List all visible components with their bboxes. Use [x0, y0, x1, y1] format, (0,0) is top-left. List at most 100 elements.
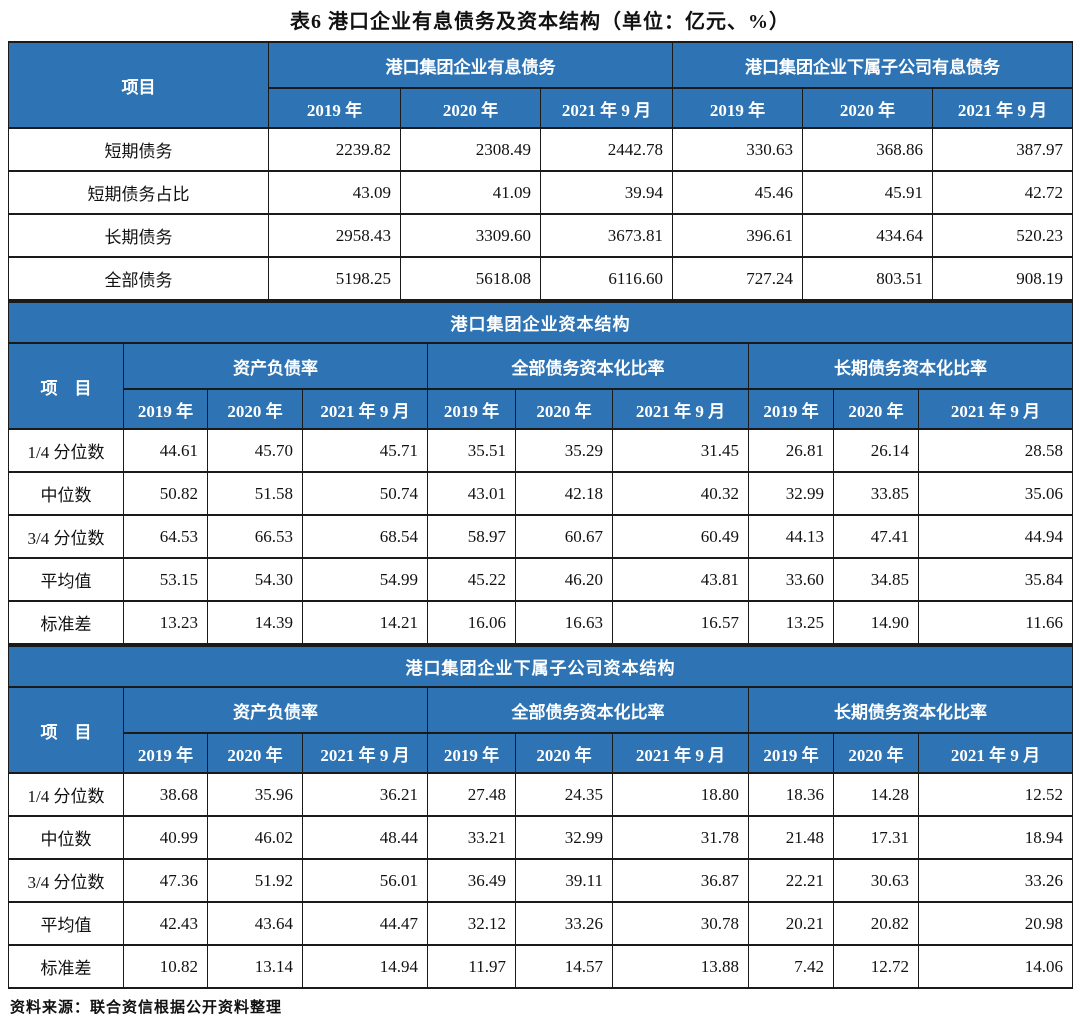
capital-structure-tables: 港口集团企业资本结构项 目资产负债率 全部债务资本化比率 长期债务资本化比率 2019… — [0, 301, 1080, 989]
value-cell: 54.30 — [207, 557, 303, 602]
value-cell: 51.92 — [207, 858, 303, 903]
value-cell: 2308.49 — [400, 127, 541, 172]
group-header-cell: 港口集团企业下属子公司有息债务 — [672, 41, 1074, 89]
value-cell: 16.06 — [427, 600, 516, 645]
value-cell: 10.82 — [123, 944, 208, 989]
value-cell: 60.67 — [515, 514, 613, 559]
value-cell: 30.78 — [612, 901, 749, 946]
value-cell: 21.48 — [748, 815, 834, 860]
value-cell: 35.51 — [427, 428, 516, 473]
value-cell: 43.81 — [612, 557, 749, 602]
value-cell: 48.44 — [302, 815, 428, 860]
table-row: 标准差 13.23 14.39 14.21 16.06 16.63 16.57 13.25 14… — [8, 600, 1074, 645]
value-cell: 5618.08 — [400, 256, 541, 301]
value-cell: 46.20 — [515, 557, 613, 602]
value-cell: 368.86 — [802, 127, 934, 172]
table-row: 1/4 分位数 38.68 35.96 36.21 27.48 24.35 18.80 18.… — [8, 772, 1074, 817]
value-cell: 16.57 — [612, 600, 749, 645]
year-header-cell: 2021 年 9 月 — [302, 388, 428, 430]
value-cell: 46.02 — [207, 815, 303, 860]
value-cell: 14.90 — [833, 600, 919, 645]
row-label: 全部债务 — [8, 256, 269, 301]
table-row: 全部债务 5198.25 5618.08 6116.60 727.24 803.51 908… — [8, 256, 1074, 301]
value-cell: 58.97 — [427, 514, 516, 559]
value-cell: 3309.60 — [400, 213, 541, 258]
value-cell: 45.22 — [427, 557, 516, 602]
value-cell: 2958.43 — [268, 213, 401, 258]
value-cell: 35.06 — [917, 471, 1074, 516]
year-header-cell: 2021 年 9 月 — [932, 87, 1074, 129]
year-header-cell: 2020 年 — [207, 732, 303, 774]
value-cell: 34.85 — [833, 557, 919, 602]
value-cell: 24.35 — [515, 772, 613, 817]
year-header-cell: 2019 年 — [427, 732, 516, 774]
group-header-cell: 资产负债率 — [123, 686, 428, 734]
value-cell: 803.51 — [802, 256, 934, 301]
row-label: 长期债务 — [8, 213, 269, 258]
row-label: 3/4 分位数 — [8, 858, 124, 903]
value-cell: 5198.25 — [268, 256, 401, 301]
group-header-cell: 全部债务资本化比率 — [427, 686, 749, 734]
value-cell: 42.72 — [932, 170, 1074, 215]
value-cell: 14.28 — [833, 772, 919, 817]
year-header-cell: 2019 年 — [748, 388, 834, 430]
value-cell: 20.82 — [833, 901, 919, 946]
group-header-cell: 长期债务资本化比率 — [747, 342, 1074, 390]
year-header-cell: 2019 年 — [123, 732, 208, 774]
value-cell: 26.81 — [748, 428, 834, 473]
value-cell: 33.85 — [833, 471, 919, 516]
value-cell: 45.71 — [302, 428, 428, 473]
year-header-cell: 2019 年 — [268, 87, 401, 129]
table-row: 平均值 42.43 43.64 44.47 32.12 33.26 30.78 20.21 20… — [8, 901, 1074, 946]
item-header-cell: 项目 — [8, 41, 269, 129]
value-cell: 50.82 — [123, 471, 208, 516]
value-cell: 33.60 — [748, 557, 834, 602]
item-header-cell: 项 目 — [8, 342, 124, 430]
table-row: 中位数 40.99 46.02 48.44 33.21 32.99 31.78 21.48 17… — [8, 815, 1074, 860]
group-header-cell: 长期债务资本化比率 — [747, 686, 1074, 734]
year-header-cell: 2020 年 — [207, 388, 303, 430]
value-cell: 16.63 — [515, 600, 613, 645]
row-label: 短期债务占比 — [8, 170, 269, 215]
value-cell: 17.31 — [833, 815, 919, 860]
source-note: 资料来源：联合资信根据公开资料整理 — [10, 1000, 283, 1016]
year-header-cell: 2021 年 9 月 — [917, 732, 1074, 774]
value-cell: 13.88 — [612, 944, 749, 989]
value-cell: 40.32 — [612, 471, 749, 516]
value-cell: 60.49 — [612, 514, 749, 559]
value-cell: 39.94 — [539, 170, 674, 215]
capital-table: 港口集团企业资本结构项 目资产负债率 全部债务资本化比率 长期债务资本化比率 2019… — [7, 301, 1074, 645]
year-header-cell: 2020 年 — [400, 87, 541, 129]
value-cell: 18.36 — [748, 772, 834, 817]
year-header-cell: 2020 年 — [515, 732, 613, 774]
year-header-cell: 2021 年 9 月 — [612, 732, 749, 774]
value-cell: 45.46 — [672, 170, 804, 215]
value-cell: 330.63 — [672, 127, 804, 172]
row-label: 短期债务 — [8, 127, 269, 172]
value-cell: 6116.60 — [539, 256, 674, 301]
value-cell: 54.99 — [302, 557, 428, 602]
value-cell: 43.64 — [207, 901, 303, 946]
year-header-cell: 2019 年 — [123, 388, 208, 430]
table-row: 中位数 50.82 51.58 50.74 43.01 42.18 40.32 32.99 33… — [8, 471, 1074, 516]
year-header-cell: 2021 年 9 月 — [539, 87, 674, 129]
group-header-cell: 港口集团企业有息债务 — [267, 41, 674, 89]
year-header-cell: 2020 年 — [833, 732, 919, 774]
value-cell: 12.72 — [833, 944, 919, 989]
year-header-cell: 2020 年 — [833, 388, 919, 430]
value-cell: 7.42 — [748, 944, 834, 989]
value-cell: 45.91 — [802, 170, 934, 215]
group-header-cell: 资产负债率 — [123, 342, 428, 390]
value-cell: 56.01 — [302, 858, 428, 903]
value-cell: 387.97 — [932, 127, 1074, 172]
value-cell: 38.68 — [123, 772, 208, 817]
value-cell: 42.43 — [123, 901, 208, 946]
value-cell: 14.06 — [917, 944, 1074, 989]
value-cell: 64.53 — [123, 514, 208, 559]
value-cell: 41.09 — [400, 170, 541, 215]
value-cell: 14.39 — [207, 600, 303, 645]
value-cell: 11.97 — [427, 944, 516, 989]
row-label: 标准差 — [8, 944, 124, 989]
value-cell: 68.54 — [302, 514, 428, 559]
